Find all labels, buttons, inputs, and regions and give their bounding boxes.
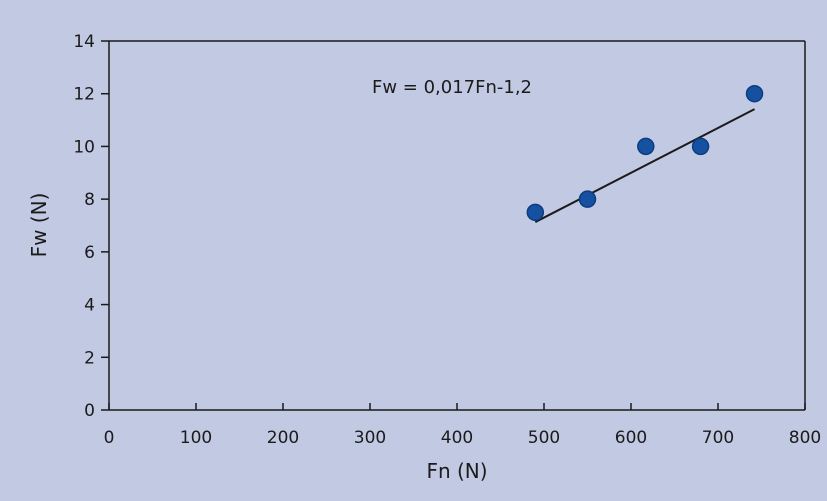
data-point — [578, 190, 597, 208]
x-tick-label: 600 — [615, 428, 647, 448]
trendline — [534, 108, 755, 223]
data-point — [526, 203, 545, 222]
x-tick-label: 300 — [354, 428, 386, 448]
x-tick-label: 800 — [789, 428, 821, 448]
y-axis-ticks: 0 2 4 6 8 10 12 14 — [73, 32, 109, 421]
y-tick-label: 12 — [73, 85, 95, 105]
trendline-equation: Fw = 0,017Fn-1,2 — [372, 77, 532, 98]
y-tick-label: 14 — [73, 32, 95, 52]
y-tick-label: 6 — [84, 243, 95, 263]
y-tick-label: 0 — [84, 401, 95, 421]
x-axis-title: Fn (N) — [426, 459, 487, 483]
y-tick-label: 4 — [84, 296, 95, 316]
data-points — [526, 84, 764, 222]
x-axis-ticks: 0 100 200 300 400 500 600 700 800 — [104, 403, 821, 448]
x-tick-label: 700 — [702, 428, 734, 448]
x-tick-label: 200 — [267, 428, 299, 448]
x-tick-label: 400 — [441, 428, 473, 448]
x-tick-label: 500 — [528, 428, 560, 448]
data-point — [745, 84, 764, 103]
y-axis-title: Fw (N) — [27, 193, 51, 258]
y-tick-label: 10 — [73, 137, 95, 157]
x-tick-label: 100 — [180, 428, 212, 448]
x-tick-label: 0 — [104, 428, 115, 448]
y-tick-label: 8 — [84, 190, 95, 210]
data-point — [637, 137, 655, 156]
data-point — [691, 137, 710, 156]
y-tick-label: 2 — [84, 348, 95, 368]
